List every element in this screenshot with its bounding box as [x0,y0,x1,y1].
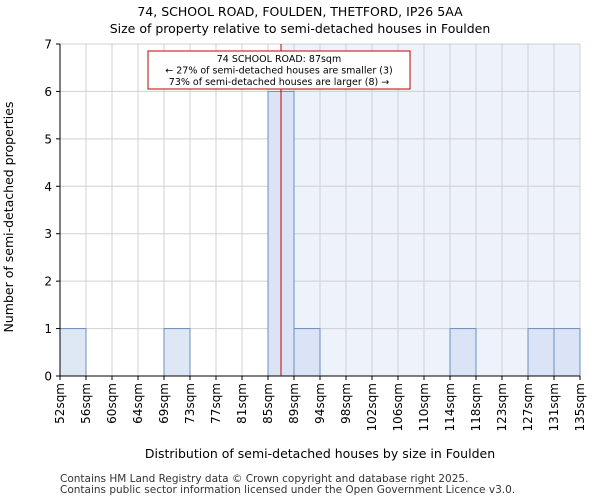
bar [293,328,321,377]
x-tick-label: 60sqm [105,383,119,424]
y-tick-label: 6 [44,85,52,99]
x-tick-label: 98sqm [339,383,353,424]
x-tick-label: 89sqm [287,383,301,424]
annotation-line-1: 74 SCHOOL ROAD: 87sqm [217,54,341,65]
x-tick-label: 127sqm [521,383,535,431]
x-tick-label: 64sqm [131,383,145,424]
x-tick-label: 102sqm [365,383,379,431]
footer-line-2: Contains public sector information licen… [60,484,516,496]
x-tick-label: 52sqm [53,383,67,424]
y-tick-label: 3 [44,227,52,241]
x-tick-label: 110sqm [417,383,431,431]
y-tick-label: 0 [44,370,52,384]
y-tick-label: 4 [44,180,52,194]
x-tick-label: 106sqm [391,383,405,431]
annotation-line-2: ← 27% of semi-detached houses are smalle… [165,66,393,77]
y-axis-label: Number of semi-detached properties [1,102,16,333]
bar [163,328,191,377]
x-tick-label: 131sqm [547,383,561,431]
x-tick-label: 85sqm [261,383,275,424]
bar [449,328,477,377]
x-tick-label: 118sqm [469,383,483,431]
x-tick-label: 123sqm [495,383,509,431]
x-tick-label: 135sqm [573,383,587,431]
y-tick-label: 1 [44,322,52,336]
x-tick-label: 56sqm [79,383,93,424]
x-tick-label: 114sqm [443,383,457,431]
larger-region-shade [281,44,580,376]
y-tick-label: 7 [44,38,52,52]
chart-subtitle: Size of property relative to semi-detach… [110,21,491,36]
chart-title: 74, SCHOOL ROAD, FOULDEN, THETFORD, IP26… [137,4,463,19]
y-tick-label: 2 [44,275,52,289]
x-axis-label: Distribution of semi-detached houses by … [145,446,495,461]
bar [527,328,555,377]
x-tick-label: 94sqm [313,383,327,424]
bar [59,328,87,377]
footer-line-1: Contains HM Land Registry data © Crown c… [60,473,469,485]
x-tick-label: 77sqm [209,383,223,424]
annotation-line-3: 73% of semi-detached houses are larger (… [169,77,389,88]
x-tick-label: 69sqm [157,383,171,424]
x-tick-label: 81sqm [235,383,249,424]
bar [553,328,581,377]
plot-area: 0 1 2 3 4 5 6 7 52sqm 56sqm 60sqm 64sqm 69sqm 73sqm 77… [44,38,587,432]
annotation-box [147,50,411,90]
y-tick-label: 5 [44,132,52,146]
x-tick-label: 73sqm [183,383,197,424]
